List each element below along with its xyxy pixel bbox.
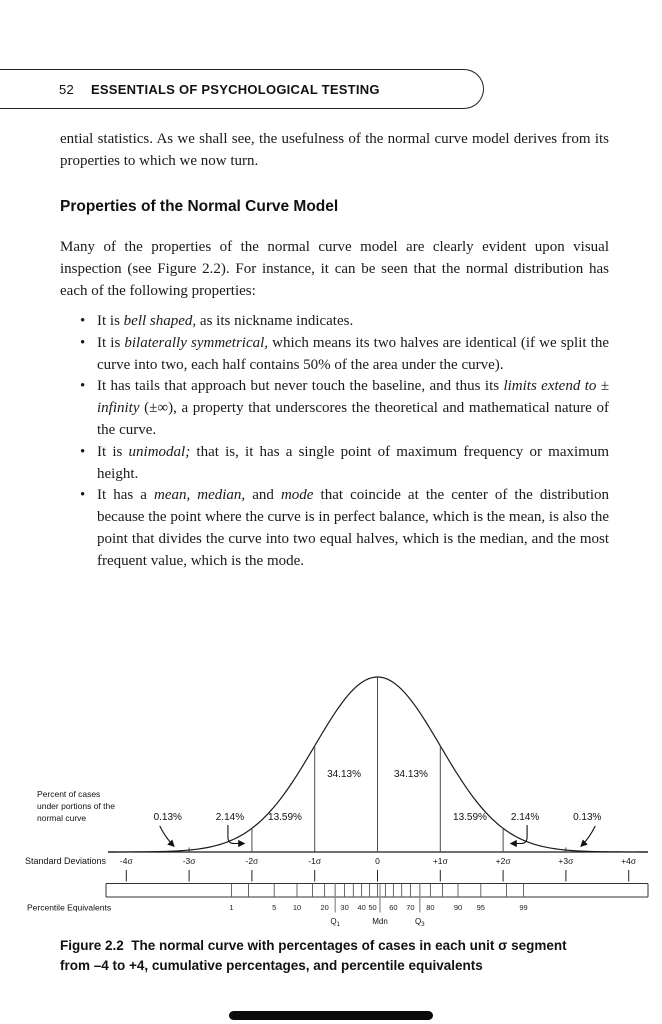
sigma-label: -3σ	[183, 856, 197, 866]
sigma-label: -1σ	[308, 856, 322, 866]
property-item: It is bilaterally symmetrical, which mea…	[78, 333, 609, 377]
quartile-label: Mdn	[372, 917, 388, 926]
percentile-label: 1	[229, 903, 233, 912]
percentile-label: 95	[477, 903, 485, 912]
percent-arrow	[227, 825, 246, 848]
sigma-label: +1σ	[433, 856, 449, 866]
percentile-label: 20	[320, 903, 328, 912]
property-item: It is bell shaped, as its nickname indic…	[78, 311, 609, 333]
percentile-label: 70	[406, 903, 414, 912]
figure-caption: Figure 2.2 The normal curve with percent…	[60, 936, 625, 975]
percent-arrow	[509, 825, 528, 848]
figure-caption-line2: from –4 to +4, cumulative percentages, a…	[60, 957, 483, 973]
running-title: ESSENTIALS OF PSYCHOLOGICAL TESTING	[90, 81, 380, 97]
percent-of-cases-label: under portions of the	[37, 801, 115, 811]
percentile-label: 10	[293, 903, 301, 912]
sigma-label: -4σ	[120, 856, 134, 866]
property-item: It has a mean, median, and mode that coi…	[78, 485, 609, 572]
sigma-label: 0	[375, 856, 380, 866]
figure-2-2: 0.13% 2.14% 13.59% 34.13% 34.13% 13.59% 2.14% 0…	[0, 645, 662, 937]
percent-label: 13.59%	[268, 812, 302, 823]
sigma-label: +4σ	[621, 856, 637, 866]
sigma-label: +3σ	[558, 856, 574, 866]
percent-arrow	[159, 825, 175, 848]
percent-label: 13.59%	[453, 812, 487, 823]
percent-label: 2.14%	[216, 812, 244, 823]
percent-of-cases-label: Percent of cases	[37, 789, 100, 799]
quartile-label: Q3	[415, 917, 425, 928]
percent-arrow	[580, 825, 596, 848]
percent-label: 0.13%	[573, 812, 601, 823]
percent-label: 2.14%	[511, 812, 539, 823]
paragraph-lead: Many of the properties of the normal cur…	[60, 239, 609, 299]
home-indicator-bar[interactable]	[229, 1011, 433, 1020]
percentile-equivalents-label: Percentile Equivalents	[27, 903, 111, 913]
sigma-label: +2σ	[496, 856, 512, 866]
percent-label: 34.13%	[394, 769, 428, 780]
properties-list: It is bell shaped, as its nickname indic…	[78, 311, 609, 573]
percent-of-cases-label: normal curve	[37, 813, 86, 823]
sigma-label: -2σ	[245, 856, 259, 866]
percentile-label: 99	[519, 903, 527, 912]
percentile-label: 90	[454, 903, 462, 912]
property-item: It has tails that approach but never tou…	[78, 376, 609, 441]
percentile-label: 60	[389, 903, 397, 912]
figure-caption-line1: Figure 2.2 The normal curve with percent…	[60, 938, 567, 953]
section-heading: Properties of the Normal Curve Model	[60, 198, 339, 215]
running-header-tab: 52 ESSENTIALS OF PSYCHOLOGICAL TESTING	[0, 69, 484, 109]
percentile-label: 50	[368, 903, 376, 912]
percent-label: 34.13%	[327, 769, 361, 780]
standard-deviations-label: Standard Deviations	[25, 856, 107, 866]
property-item: It is unimodal; that is, it has a single…	[78, 442, 609, 486]
percentile-label: 30	[340, 903, 348, 912]
paragraph-intro: ential statistics. As we shall see, the …	[60, 131, 609, 169]
normal-curve-figure: 0.13% 2.14% 13.59% 34.13% 34.13% 13.59% 2.14% 0…	[25, 676, 649, 928]
percentile-label: 40	[357, 903, 365, 912]
percentile-label: 80	[426, 903, 434, 912]
quartile-label: Q1	[330, 917, 340, 928]
page-number: 52	[59, 81, 74, 97]
percent-label: 0.13%	[154, 812, 182, 823]
percentile-label: 5	[272, 903, 276, 912]
